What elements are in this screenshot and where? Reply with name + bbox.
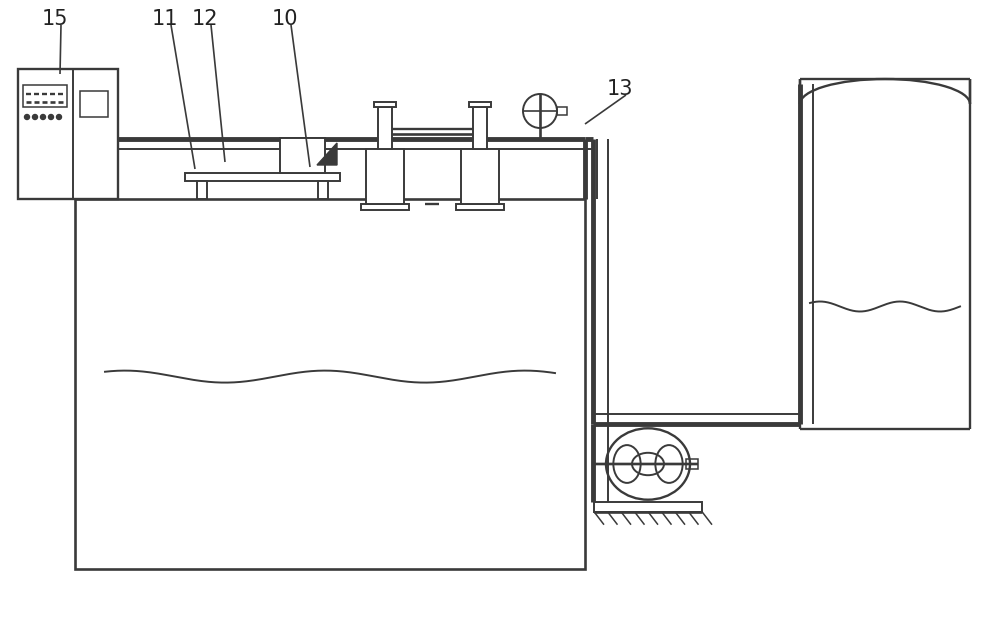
Text: 12: 12 bbox=[192, 9, 218, 29]
Text: 13: 13 bbox=[607, 79, 633, 99]
Bar bbox=[185, 173, 340, 181]
Bar bbox=[197, 181, 207, 199]
Bar bbox=[456, 204, 504, 210]
Bar bbox=[473, 107, 487, 149]
Bar bbox=[361, 204, 409, 210]
Bar bbox=[75, 199, 585, 569]
Bar bbox=[366, 149, 404, 204]
Bar bbox=[23, 85, 67, 107]
Text: 15: 15 bbox=[42, 9, 68, 29]
Bar bbox=[594, 502, 702, 512]
Bar bbox=[469, 102, 491, 107]
Text: 10: 10 bbox=[272, 9, 298, 29]
Bar bbox=[557, 107, 567, 115]
Circle shape bbox=[32, 114, 38, 120]
Bar bbox=[80, 91, 108, 117]
Circle shape bbox=[40, 114, 46, 120]
Circle shape bbox=[24, 114, 30, 120]
Bar bbox=[318, 181, 328, 199]
Bar bbox=[686, 459, 698, 469]
Circle shape bbox=[48, 114, 54, 120]
Bar bbox=[18, 69, 118, 199]
Polygon shape bbox=[317, 143, 337, 165]
Bar bbox=[378, 107, 392, 149]
Bar bbox=[374, 102, 396, 107]
Bar bbox=[461, 149, 499, 204]
Circle shape bbox=[56, 114, 62, 120]
Bar bbox=[280, 138, 325, 173]
Text: 11: 11 bbox=[152, 9, 178, 29]
